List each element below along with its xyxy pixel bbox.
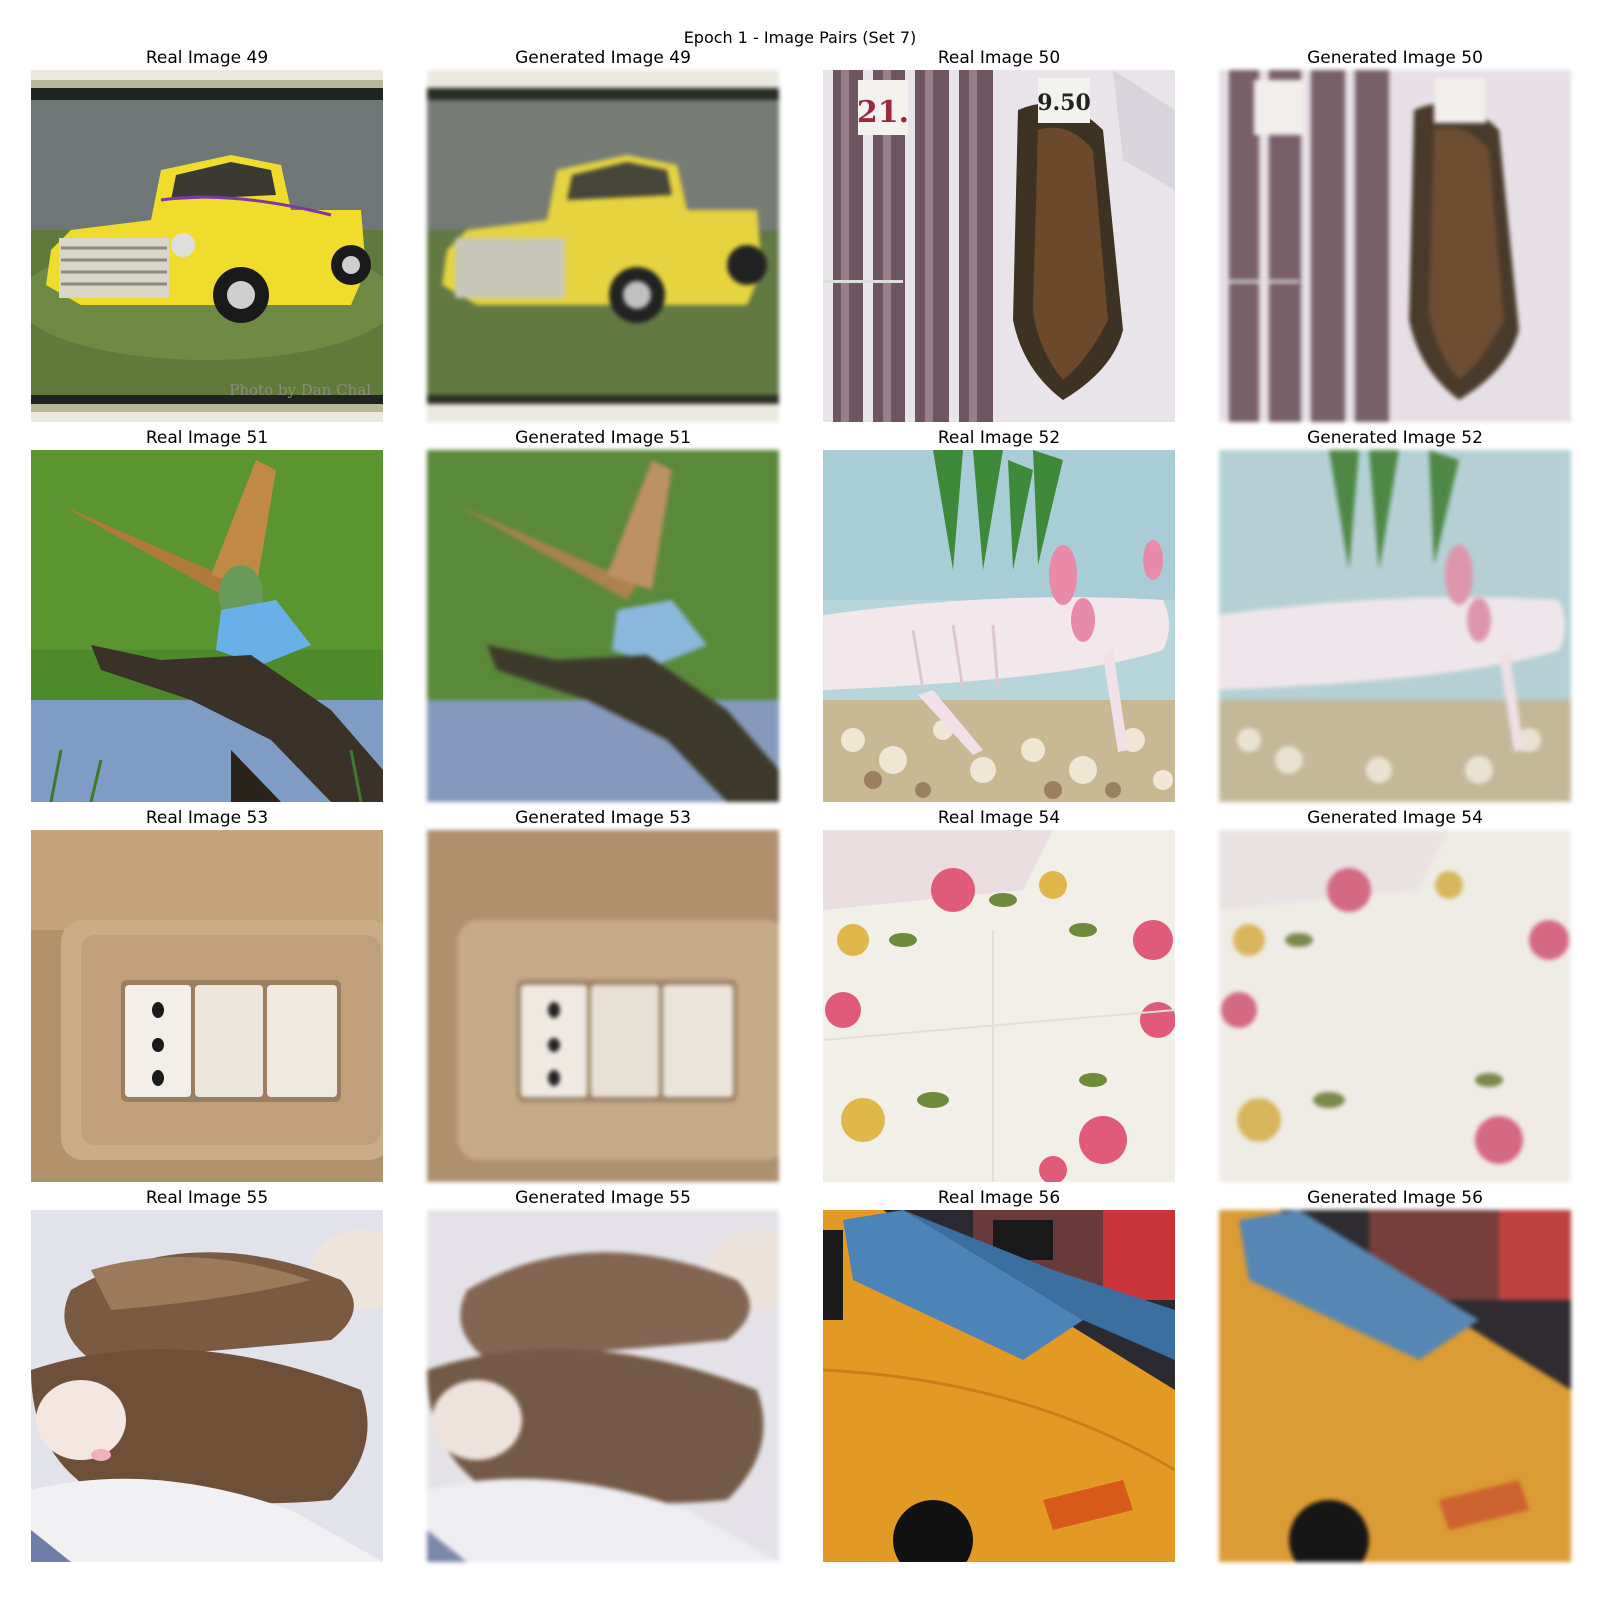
image-ferrets — [427, 1210, 779, 1562]
price-tag-text: 21. — [857, 95, 909, 130]
price-tag-text: 9.50 — [1037, 90, 1091, 116]
image-title: Real Image 49 — [145, 48, 269, 68]
image-title: Generated Image 50 — [1307, 48, 1483, 68]
image-title: Real Image 55 — [145, 1188, 269, 1208]
generated-image-56: Generated Image 56 — [1219, 1186, 1571, 1562]
image-axolotl — [1219, 450, 1571, 802]
image-floral-cloth — [823, 830, 1175, 1182]
image-floral-cloth — [1219, 830, 1571, 1182]
image-taxi — [1219, 1210, 1571, 1562]
generated-image-55: Generated Image 55 — [427, 1186, 779, 1562]
image-truck: Photo by Dan Chal — [31, 70, 383, 422]
image-title: Real Image 54 — [937, 808, 1061, 828]
image-fish-market — [1219, 70, 1571, 422]
generated-image-53: Generated Image 53 — [427, 806, 779, 1182]
image-title: Real Image 51 — [145, 428, 269, 448]
image-bird — [31, 450, 383, 802]
image-title: Real Image 52 — [937, 428, 1061, 448]
generated-image-49: Generated Image 49 — [427, 46, 779, 422]
real-image-55: Real Image 55 — [31, 1186, 383, 1562]
image-title: Real Image 50 — [937, 48, 1061, 68]
real-image-50: Real Image 50 21. 9.50 — [823, 46, 1175, 422]
image-title: Generated Image 55 — [515, 1188, 691, 1208]
image-title: Generated Image 56 — [1307, 1188, 1483, 1208]
image-title: Generated Image 49 — [515, 48, 691, 68]
real-image-54: Real Image 54 — [823, 806, 1175, 1182]
image-taxi — [823, 1210, 1175, 1562]
image-title: Real Image 56 — [937, 1188, 1061, 1208]
image-title: Generated Image 53 — [515, 808, 691, 828]
image-axolotl — [823, 450, 1175, 802]
image-ferrets — [31, 1210, 383, 1562]
image-title: Generated Image 52 — [1307, 428, 1483, 448]
real-image-51: Real Image 51 — [31, 426, 383, 802]
image-title: Real Image 53 — [145, 808, 269, 828]
generated-image-52: Generated Image 52 — [1219, 426, 1571, 802]
figure-title: Epoch 1 - Image Pairs (Set 7) — [683, 28, 917, 47]
generated-image-50: Generated Image 50 — [1219, 46, 1571, 422]
image-wall-switch — [31, 830, 383, 1182]
image-title: Generated Image 54 — [1307, 808, 1483, 828]
real-image-53: Real Image 53 — [31, 806, 383, 1182]
image-bird — [427, 450, 779, 802]
real-image-56: Real Image 56 — [823, 1186, 1175, 1562]
image-fish-market: 21. 9.50 — [823, 70, 1175, 422]
watermark: Photo by Dan Chal — [229, 381, 371, 399]
real-image-49: Real Image 49 Photo by Dan Chal — [31, 46, 383, 422]
generated-image-54: Generated Image 54 — [1219, 806, 1571, 1182]
real-image-52: Real Image 52 — [823, 426, 1175, 802]
generated-image-51: Generated Image 51 — [427, 426, 779, 802]
image-title: Generated Image 51 — [515, 428, 691, 448]
image-wall-switch — [427, 830, 779, 1182]
image-truck — [427, 70, 779, 422]
